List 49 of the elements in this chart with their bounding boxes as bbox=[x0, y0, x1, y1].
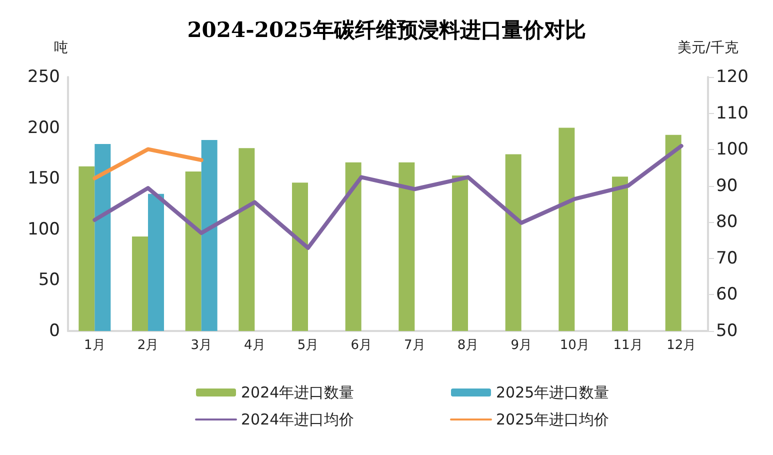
bar bbox=[94, 144, 111, 331]
y-tick-label: 200 bbox=[28, 118, 60, 138]
bar bbox=[292, 182, 308, 331]
y2-tick-label: 120 bbox=[716, 67, 748, 87]
bar bbox=[452, 176, 468, 331]
x-tick-label: 7月 bbox=[404, 338, 426, 353]
y2-tick-label: 110 bbox=[716, 103, 748, 124]
x-tick-label: 5月 bbox=[297, 338, 319, 353]
x-tick-label: 1月 bbox=[84, 338, 106, 353]
y2-tick-label: 80 bbox=[716, 212, 738, 232]
y-axis-title: 吨 bbox=[54, 40, 68, 56]
legend-label: 2025年进口均价 bbox=[496, 410, 610, 428]
y-tick-label: 100 bbox=[28, 219, 60, 240]
y2-tick-label: 50 bbox=[716, 321, 738, 341]
legend-label: 2024年进口数量 bbox=[241, 384, 354, 402]
bar bbox=[665, 134, 682, 331]
bar bbox=[201, 140, 218, 331]
bar bbox=[132, 236, 148, 331]
y2-axis-title: 美元/千克 bbox=[678, 40, 738, 56]
bar bbox=[78, 166, 95, 331]
line-series bbox=[92, 144, 684, 250]
x-tick-label: 11月 bbox=[613, 338, 643, 353]
bar bbox=[398, 162, 415, 331]
y-tick-label: 150 bbox=[28, 168, 60, 189]
bar bbox=[505, 154, 522, 331]
y2-tick-label: 60 bbox=[716, 284, 738, 305]
y2-tick-label: 70 bbox=[716, 248, 738, 268]
y-tick-label: 50 bbox=[38, 270, 60, 290]
y-tick-label: 0 bbox=[49, 321, 60, 341]
x-tick-label: 3月 bbox=[190, 338, 212, 353]
y2-tick-label: 90 bbox=[716, 176, 738, 196]
x-tick-label: 10月 bbox=[560, 338, 590, 353]
bar bbox=[345, 162, 362, 331]
bar bbox=[612, 176, 628, 331]
bar bbox=[148, 194, 164, 331]
chart-title: 2024-2025年碳纤维预浸料进口量价对比 bbox=[187, 17, 586, 42]
x-tick-label: 6月 bbox=[350, 338, 372, 353]
legend-label: 2025年进口数量 bbox=[496, 384, 610, 402]
y-tick-label: 250 bbox=[28, 67, 60, 87]
legend-label: 2024年进口均价 bbox=[241, 410, 354, 428]
x-tick-label: 9月 bbox=[510, 338, 532, 353]
bar bbox=[185, 171, 202, 331]
x-tick-label: 2月 bbox=[137, 338, 159, 353]
bar bbox=[558, 128, 575, 331]
y2-tick-label: 100 bbox=[716, 140, 748, 160]
x-tick-label: 12月 bbox=[666, 338, 696, 353]
x-tick-label: 4月 bbox=[244, 338, 266, 353]
x-tick-label: 8月 bbox=[457, 338, 479, 353]
bar bbox=[238, 148, 255, 331]
